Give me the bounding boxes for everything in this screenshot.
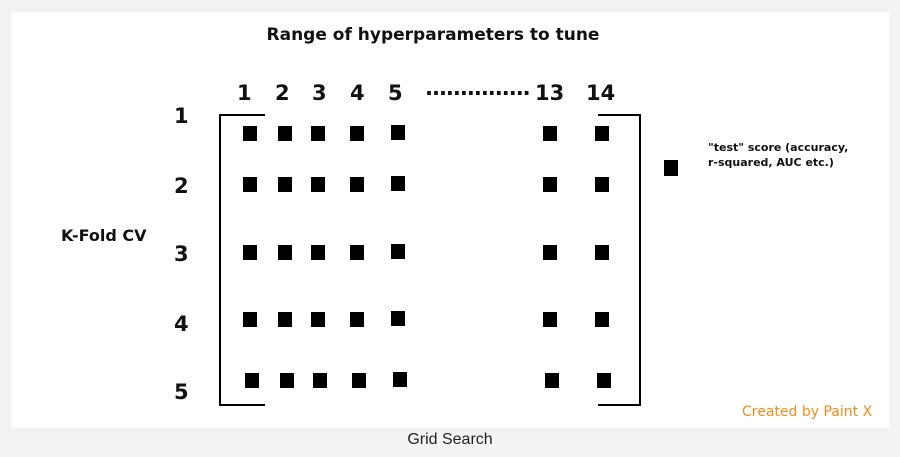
score-cell [245,373,259,388]
row-label: 1 [174,104,189,128]
score-cell [350,126,364,141]
score-cell [311,245,325,260]
score-cell [350,312,364,327]
column-ellipsis: ............... [425,76,531,100]
score-cell [543,126,557,141]
kfold-axis-label: K-Fold CV [61,226,147,245]
right-bracket [598,114,641,406]
score-cell [391,244,405,259]
row-label: 5 [174,380,189,404]
score-cell [350,245,364,260]
row-label: 3 [174,242,189,266]
column-label: 2 [275,81,290,105]
score-cell [311,312,325,327]
score-cell [595,126,609,141]
score-cell [243,126,257,141]
score-cell [595,245,609,260]
score-cell [278,312,292,327]
column-label: 13 [535,81,565,105]
diagram-canvas [11,12,889,428]
score-cell [393,372,407,387]
figure-caption: Grid Search [407,431,493,448]
row-label: 2 [174,174,189,198]
column-label: 1 [237,81,252,105]
score-cell [391,311,405,326]
left-bracket [219,114,265,406]
score-cell [595,177,609,192]
diagram-title: Range of hyperparameters to tune [266,25,600,45]
score-cell [243,245,257,260]
column-label: 3 [312,81,327,105]
score-cell [311,126,325,141]
legend-square-icon [664,160,678,176]
score-cell [311,177,325,192]
score-cell [543,245,557,260]
legend-text: "test" score (accuracy, r-squared, AUC e… [708,141,849,169]
score-cell [278,245,292,260]
column-label: 4 [350,81,365,105]
column-label: 5 [388,81,403,105]
watermark: Created by Paint X [742,404,873,420]
score-cell [243,312,257,327]
score-cell [313,373,327,388]
column-label: 14 [586,81,616,105]
score-cell [391,176,405,191]
score-cell [595,312,609,327]
score-cell [545,373,559,388]
score-cell [543,312,557,327]
score-cell [543,177,557,192]
score-cell [350,177,364,192]
score-cell [391,125,405,140]
score-cell [280,373,294,388]
score-cell [352,373,366,388]
score-cell [278,177,292,192]
score-cell [243,177,257,192]
row-label: 4 [174,312,189,336]
score-cell [278,126,292,141]
score-cell [597,373,611,388]
